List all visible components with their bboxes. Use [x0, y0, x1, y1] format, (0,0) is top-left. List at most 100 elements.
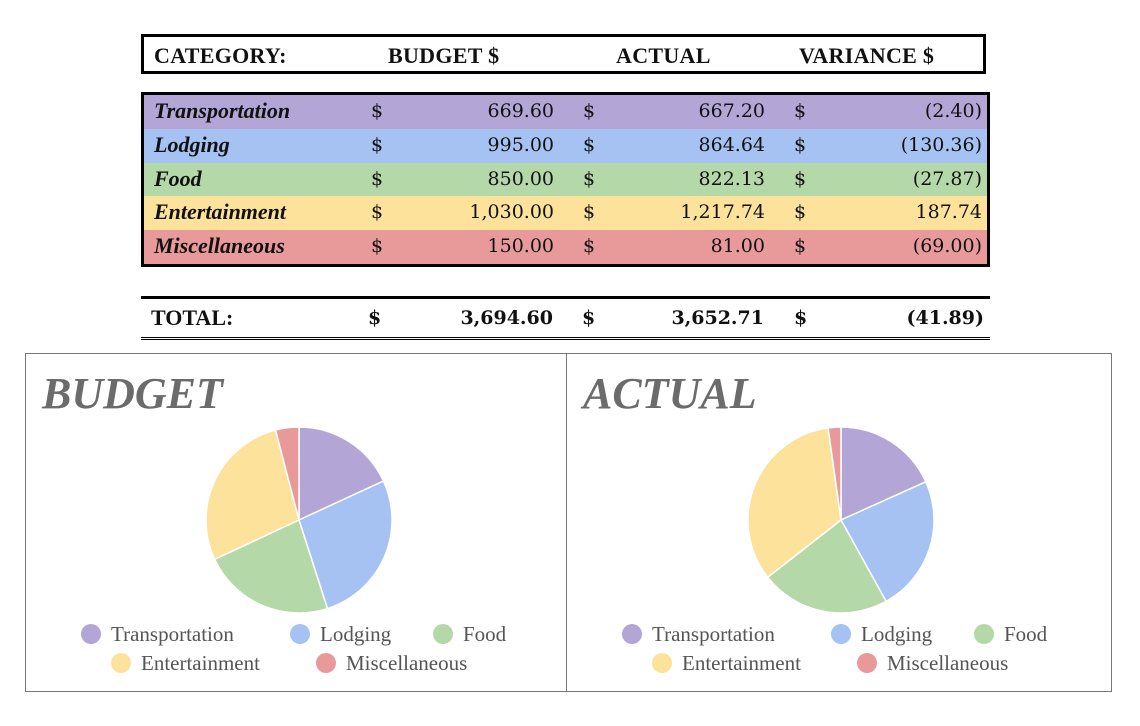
legend-label: Food	[1004, 622, 1048, 646]
row-actual: 81.00	[710, 235, 765, 258]
row-variance-currency: $	[794, 133, 807, 156]
row-budget-currency: $	[371, 100, 384, 122]
row-actual: 667.20	[698, 100, 765, 122]
row-category: Transportation	[154, 98, 291, 123]
legend-label: Lodging	[861, 622, 933, 646]
header-category: CATEGORY:	[154, 43, 287, 68]
pie-slice-entertainment	[205, 429, 300, 561]
legend-label: Entertainment	[141, 651, 260, 675]
row-budget-currency: $	[371, 167, 384, 190]
legend-swatch	[857, 653, 877, 673]
pie-slice-lodging	[298, 480, 393, 610]
row-budget: 995.00	[487, 133, 554, 156]
table-header: CATEGORY: BUDGET $ ACTUAL VARIANCE $	[141, 34, 986, 74]
legend-item: Miscellaneous	[857, 651, 1008, 676]
pie-chart	[205, 426, 393, 614]
table-row: Food $850.00 $822.13 $ (27.87)	[144, 162, 987, 197]
pie-slice-lodging	[839, 480, 935, 603]
row-actual-currency: $	[583, 133, 596, 156]
row-actual: 1,217.74	[680, 201, 765, 224]
legend-item: Food	[974, 622, 1047, 647]
budget-chart-panel: BUDGET Transportation Lodging Food Entertai…	[25, 353, 567, 692]
total-budget: 3,694.60	[460, 307, 553, 329]
row-variance: (2.40)	[924, 100, 982, 122]
legend-swatch	[652, 653, 672, 673]
total-variance-currency: $	[794, 307, 808, 329]
legend-item: Entertainment	[652, 651, 801, 676]
row-category: Entertainment	[154, 199, 287, 225]
row-category: Miscellaneous	[154, 233, 285, 259]
total-row: TOTAL: $ 3,694.60 $ 3,652.71 $ (41.89)	[141, 296, 990, 340]
pie-slice-entertainment	[747, 427, 842, 579]
pie-slice-miscellaneous	[274, 426, 300, 521]
total-actual: 3,652.71	[671, 307, 764, 329]
budget-chart-title: BUDGET	[42, 369, 223, 418]
pie-slice-food	[766, 518, 888, 614]
legend-label: Entertainment	[682, 651, 801, 675]
legend-swatch	[974, 624, 994, 644]
pie-slice-transportation	[298, 426, 385, 522]
row-actual: 822.13	[698, 167, 765, 190]
row-budget: 669.60	[487, 100, 554, 122]
row-category: Food	[154, 165, 202, 191]
legend-swatch	[290, 624, 310, 644]
row-actual: 864.64	[698, 133, 765, 156]
table-row: Miscellaneous $150.00 $81.00 $ (69.00)	[144, 230, 987, 264]
legend-swatch	[81, 624, 101, 644]
legend-item: Entertainment	[111, 651, 260, 676]
pie-chart	[747, 426, 935, 614]
row-budget: 150.00	[487, 235, 554, 258]
legend-label: Miscellaneous	[887, 651, 1009, 675]
legend-label: Miscellaneous	[346, 651, 468, 675]
header-actual: ACTUAL	[616, 43, 711, 68]
row-actual-currency: $	[583, 235, 596, 258]
legend-item: Food	[433, 622, 506, 647]
legend-label: Lodging	[320, 622, 392, 646]
row-budget: 850.00	[487, 167, 554, 190]
legend-label: Transportation	[111, 622, 234, 646]
table-row: Entertainment $1,030.00 $1,217.74 $187.74	[144, 196, 987, 231]
row-actual-currency: $	[583, 100, 596, 122]
row-variance: (130.36)	[900, 133, 982, 156]
legend-swatch	[622, 624, 642, 644]
row-variance-currency: $	[794, 201, 807, 224]
total-variance: (41.89)	[906, 307, 984, 329]
row-actual-currency: $	[583, 167, 596, 190]
legend-label: Transportation	[652, 622, 775, 646]
pie-slice-transportation	[840, 426, 927, 522]
legend-item: Lodging	[290, 622, 391, 647]
legend-label: Food	[463, 622, 507, 646]
pie-slice-food	[213, 518, 329, 614]
total-budget-currency: $	[368, 307, 382, 329]
actual-chart-title: ACTUAL	[583, 369, 757, 418]
table-row: Transportation $669.60 $667.20 $ (2.40)	[144, 95, 987, 129]
row-budget: 1,030.00	[469, 201, 554, 224]
legend-swatch	[316, 653, 336, 673]
total-label: TOTAL:	[151, 305, 234, 330]
row-variance: (27.87)	[912, 167, 982, 190]
row-budget-currency: $	[371, 133, 384, 156]
legend-swatch	[433, 624, 453, 644]
row-budget-currency: $	[371, 235, 384, 258]
legend-swatch	[111, 653, 131, 673]
row-actual-currency: $	[583, 201, 596, 224]
row-variance: (69.00)	[912, 235, 982, 258]
legend-item: Transportation	[81, 622, 234, 647]
row-variance-currency: $	[794, 167, 807, 190]
header-variance: VARIANCE $	[799, 43, 935, 68]
row-variance-currency: $	[794, 235, 807, 258]
row-category: Lodging	[154, 131, 230, 157]
legend-item: Transportation	[622, 622, 775, 647]
total-actual-currency: $	[582, 307, 596, 329]
actual-chart-panel: ACTUAL Transportation Lodging Food Entertai…	[566, 353, 1112, 692]
row-variance: 187.74	[915, 201, 982, 224]
category-table: Transportation $669.60 $667.20 $ (2.40) Lodgi…	[141, 92, 990, 267]
legend-item: Lodging	[831, 622, 932, 647]
pie-slice-miscellaneous	[827, 426, 842, 521]
legend-swatch	[831, 624, 851, 644]
row-variance-currency: $	[794, 100, 807, 122]
row-budget-currency: $	[371, 201, 384, 224]
table-row: Lodging $995.00 $864.64 $ (130.36)	[144, 128, 987, 163]
legend-item: Miscellaneous	[316, 651, 467, 676]
header-budget: BUDGET $	[388, 43, 500, 68]
